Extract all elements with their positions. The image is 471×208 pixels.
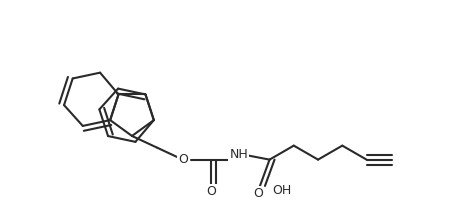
Text: NH: NH: [229, 148, 248, 161]
Text: O: O: [178, 153, 187, 166]
Text: O: O: [253, 187, 263, 201]
Text: OH: OH: [272, 184, 291, 197]
Text: O: O: [206, 185, 216, 198]
